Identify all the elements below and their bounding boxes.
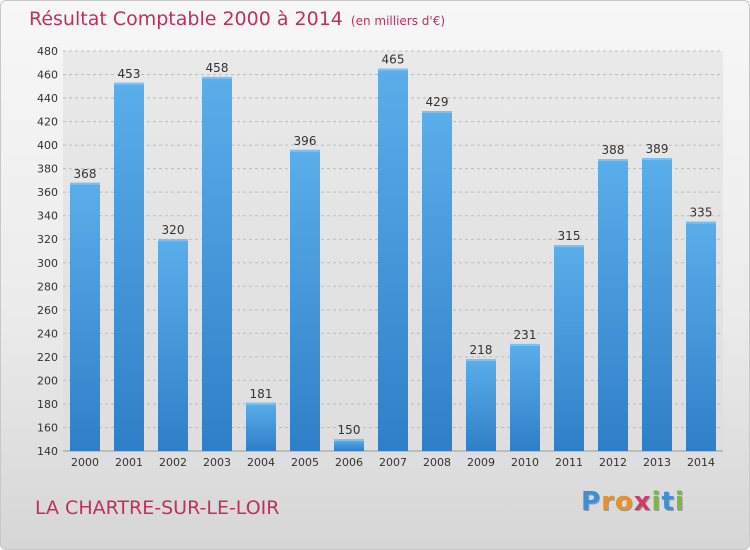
logo-letter: o xyxy=(614,487,634,517)
bar-2011 xyxy=(554,245,584,451)
bar-top-highlight xyxy=(158,239,188,242)
y-tick-label: 440 xyxy=(37,92,58,105)
y-tick-label: 160 xyxy=(37,421,58,434)
bar-value-label: 320 xyxy=(162,223,185,237)
bar-value-label: 458 xyxy=(206,61,229,75)
logo-letter: r xyxy=(601,487,615,517)
bar-2000 xyxy=(70,182,100,451)
bar-top-highlight xyxy=(378,68,408,71)
bar-2012 xyxy=(598,159,628,451)
town-name: LA CHARTRE-SUR-LE-LOIR xyxy=(35,497,280,519)
bar-value-label: 465 xyxy=(382,53,405,67)
bar-2010 xyxy=(510,343,540,451)
y-tick-label: 240 xyxy=(37,327,58,340)
bar-value-label: 231 xyxy=(514,328,537,342)
y-tick-label: 300 xyxy=(37,257,58,270)
bar-value-label: 429 xyxy=(426,95,449,109)
bar-2003 xyxy=(202,76,232,451)
bar-value-label: 315 xyxy=(558,229,581,243)
bar-2004 xyxy=(246,402,276,451)
bar-2009 xyxy=(466,359,496,451)
logo-letter: P xyxy=(581,487,602,517)
proxiti-logo: Proxiti xyxy=(581,487,685,517)
bar-top-highlight xyxy=(598,159,628,162)
logo-letter: i xyxy=(651,487,662,517)
bar-value-label: 218 xyxy=(470,343,493,357)
bar-2005 xyxy=(290,149,320,451)
bars: 368 453 320 458 181 396 150 465 429 218 231 315 388 3… xyxy=(70,53,716,451)
y-tick-label: 460 xyxy=(37,69,58,82)
y-tick-label: 420 xyxy=(37,116,58,129)
x-tick-label: 2008 xyxy=(423,456,451,469)
x-tick-label: 2005 xyxy=(291,456,319,469)
bar-2008 xyxy=(422,111,452,451)
bar-value-label: 368 xyxy=(74,167,97,181)
bar-value-label: 150 xyxy=(338,423,361,437)
y-tick-label: 380 xyxy=(37,163,58,176)
unit-text: (en milliers d'€) xyxy=(350,14,446,28)
y-tick-label: 480 xyxy=(37,45,58,58)
bar-value-label: 396 xyxy=(294,134,317,148)
bar-top-highlight xyxy=(246,402,276,405)
chart-title: Résultat Comptable 2000 à 2014 (en millie… xyxy=(29,8,445,30)
x-tick-label: 2013 xyxy=(643,456,671,469)
y-tick-label: 200 xyxy=(37,374,58,387)
bar-2013 xyxy=(642,158,672,451)
x-tick-label: 2009 xyxy=(467,456,495,469)
bar-top-highlight xyxy=(334,439,364,442)
y-tick-label: 140 xyxy=(37,445,58,458)
bar-top-highlight xyxy=(466,359,496,362)
bar-top-highlight xyxy=(510,343,540,346)
x-tick-label: 2007 xyxy=(379,456,407,469)
bar-value-label: 389 xyxy=(646,142,669,156)
x-tick-label: 2010 xyxy=(511,456,539,469)
bar-top-highlight xyxy=(290,149,320,152)
y-tick-label: 340 xyxy=(37,210,58,223)
logo-letter: x xyxy=(633,487,652,517)
logo-letter: t xyxy=(661,487,675,517)
bar-2006 xyxy=(334,439,364,451)
x-tick-label: 2011 xyxy=(555,456,583,469)
bar-2001 xyxy=(114,82,144,451)
x-tick-label: 2014 xyxy=(687,456,715,469)
y-tick-label: 280 xyxy=(37,280,58,293)
bar-top-highlight xyxy=(70,182,100,185)
y-axis-labels: 140 160 180 200 220 240 260 280 300 320 340 360 380 4… xyxy=(37,45,58,458)
bar-2014 xyxy=(686,221,716,451)
x-tick-label: 2002 xyxy=(159,456,187,469)
x-tick-label: 2012 xyxy=(599,456,627,469)
y-tick-label: 360 xyxy=(37,186,58,199)
bar-top-highlight xyxy=(642,158,672,161)
bar-top-highlight xyxy=(202,76,232,79)
x-tick-label: 2004 xyxy=(247,456,275,469)
x-tick-label: 2000 xyxy=(71,456,99,469)
logo-letter: i xyxy=(674,487,685,517)
y-tick-label: 220 xyxy=(37,351,58,364)
x-axis-labels: 2000 2001 2002 2003 2004 2005 2006 2007 2008 2009… xyxy=(71,456,715,469)
bar-value-label: 335 xyxy=(690,206,713,220)
bar-value-label: 453 xyxy=(118,67,141,81)
y-tick-label: 180 xyxy=(37,398,58,411)
x-tick-label: 2003 xyxy=(203,456,231,469)
bar-2002 xyxy=(158,239,188,451)
bar-top-highlight xyxy=(114,82,144,85)
bar-top-highlight xyxy=(554,245,584,248)
y-tick-label: 400 xyxy=(37,139,58,152)
bar-2007 xyxy=(378,68,408,451)
y-tick-label: 320 xyxy=(37,233,58,246)
bar-value-label: 388 xyxy=(602,143,625,157)
bar-value-label: 181 xyxy=(250,387,273,401)
title-text: Résultat Comptable 2000 à 2014 xyxy=(29,8,343,30)
bar-top-highlight xyxy=(422,111,452,113)
y-tick-label: 260 xyxy=(37,304,58,317)
x-tick-label: 2006 xyxy=(335,456,363,469)
x-tick-label: 2001 xyxy=(115,456,143,469)
bar-top-highlight xyxy=(686,221,716,224)
